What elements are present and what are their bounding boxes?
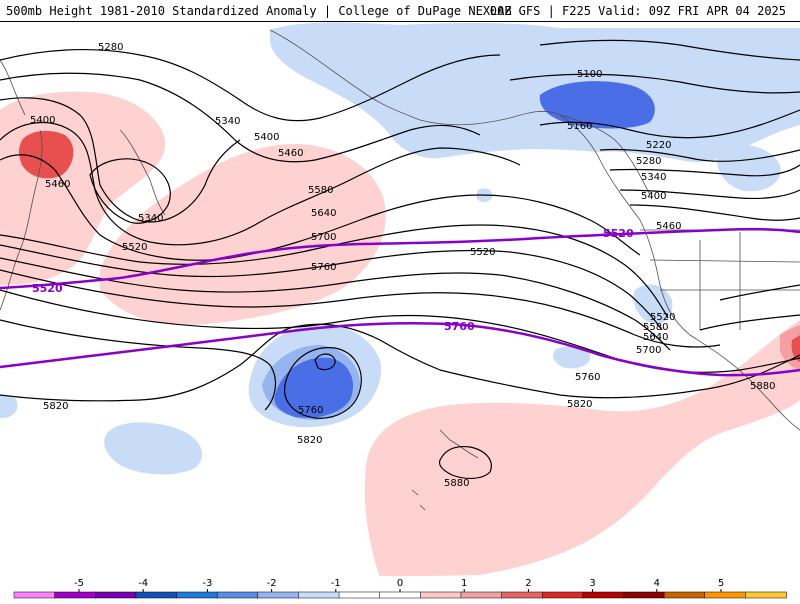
colorbar-segment	[13, 591, 56, 599]
contour-label: 5460	[656, 221, 681, 232]
contour-label: 5520	[650, 312, 675, 323]
colorbar-tick-label: 3	[589, 578, 595, 589]
colorbar-tick-label: 2	[525, 578, 531, 589]
contour-label: 5340	[215, 116, 240, 127]
colorbar-segment	[420, 591, 462, 599]
colorbar-tick-label: 4	[654, 578, 660, 589]
colorbar-segment	[501, 591, 543, 599]
contour-label: 5400	[254, 132, 279, 143]
contour-label: 5760	[311, 262, 336, 273]
contour-label: 5400	[641, 191, 666, 202]
contour-label: 5760	[298, 405, 323, 416]
contour-label: 5580	[308, 185, 333, 196]
alaska-negative-anomaly	[270, 22, 800, 162]
colorbar-segment	[338, 591, 381, 599]
colorbar-segment	[95, 591, 137, 599]
highlight-labels: 5520 5520 5760	[32, 227, 634, 333]
west-pacific-negative	[104, 422, 203, 475]
contour-label: 5820	[567, 399, 592, 410]
colorbar-segment	[379, 591, 422, 599]
contour-label: 5220	[646, 140, 671, 151]
colorbar-tick-label: 1	[461, 578, 467, 589]
colorbar-tick-label: -2	[267, 578, 277, 589]
negative-anomaly-areas	[0, 22, 800, 475]
contour-label: 5640	[311, 208, 336, 219]
highlight-label: 5520	[32, 282, 63, 295]
highlight-label: 5520	[603, 227, 634, 240]
mid-negative-small	[553, 346, 591, 369]
colorbar-segment	[663, 591, 706, 599]
colorbar-segment	[582, 591, 625, 599]
anomaly-colorbar: -5 -4 -3 -2 -1 0 1 2 3 4 5	[0, 576, 800, 600]
colorbar-segment	[135, 591, 178, 599]
contour-label: 5820	[297, 435, 322, 446]
contour-labels: 5280 5400 5340 5460 5340 5400 5460 5520 …	[30, 42, 775, 489]
japan-strong-positive	[19, 130, 74, 179]
colorbar-tick-label: -5	[74, 578, 84, 589]
colorbar-segment	[460, 591, 503, 599]
colorbar-segment	[298, 591, 340, 599]
contour-label: 5280	[98, 42, 123, 53]
contour-label: 5760	[575, 372, 600, 383]
weather-map[interactable]: 5280 5400 5340 5460 5340 5400 5460 5520 …	[0, 22, 800, 577]
height-contours	[0, 39, 800, 479]
contour-label: 5520	[122, 242, 147, 253]
colorbar-segment	[745, 591, 787, 599]
colorbar-segment	[54, 591, 97, 599]
colorbar-tick-label: -4	[138, 578, 148, 589]
colorbar-tick-label: 5	[718, 578, 724, 589]
contour-label: 5820	[43, 401, 68, 412]
contour-label: 5460	[278, 148, 303, 159]
far-west-negative	[0, 395, 18, 418]
model-run-info: 00Z GFS | F225 Valid: 09Z FRI APR 04 202…	[489, 4, 786, 18]
highlight-label: 5760	[444, 320, 475, 333]
colorbar-segment	[257, 591, 300, 599]
map-title: 500mb Height 1981-2010 Standardized Anom…	[6, 4, 512, 18]
contour-label: 5700	[636, 345, 661, 356]
contour-label: 5880	[444, 478, 469, 489]
pacific-strong-negative	[274, 357, 354, 418]
header-bar: 500mb Height 1981-2010 Standardized Anom…	[0, 0, 800, 22]
contour-label: 5280	[636, 156, 661, 167]
colorbar-tick-label: -3	[202, 578, 212, 589]
colorbar-tick-label: -1	[331, 578, 341, 589]
contour-label: 5100	[577, 69, 602, 80]
subtropical-positive-anomaly	[365, 320, 800, 577]
gulf-alaska-strong-negative	[539, 81, 655, 129]
colorbar-segment	[216, 591, 259, 599]
colorbar-segment	[541, 591, 584, 599]
pacific-positive-anomaly	[100, 144, 386, 326]
highlight-contours	[0, 227, 800, 377]
contour-label: 5340	[138, 213, 163, 224]
contour-label: 5700	[311, 232, 336, 243]
contour-label: 5340	[641, 172, 666, 183]
contour-label: 5520	[470, 247, 495, 258]
contour-label: 5460	[45, 179, 70, 190]
contour-label: 5580	[643, 322, 668, 333]
colorbar-ticks: -5 -4 -3 -2 -1 0 1 2 3 4 5	[74, 578, 724, 592]
contour-label: 5400	[30, 115, 55, 126]
colorbar-segments	[13, 591, 787, 599]
colorbar-segment	[623, 591, 665, 599]
contour-label: 5880	[750, 381, 775, 392]
colorbar-segment	[176, 591, 218, 599]
colorbar-tick-label: 0	[397, 578, 403, 589]
colorbar-segment	[704, 591, 747, 599]
canada-negative-small	[717, 145, 781, 192]
mexico-strong-positive	[791, 335, 800, 362]
contour-label: 5160	[567, 121, 592, 132]
contour-label: 5640	[643, 332, 668, 343]
